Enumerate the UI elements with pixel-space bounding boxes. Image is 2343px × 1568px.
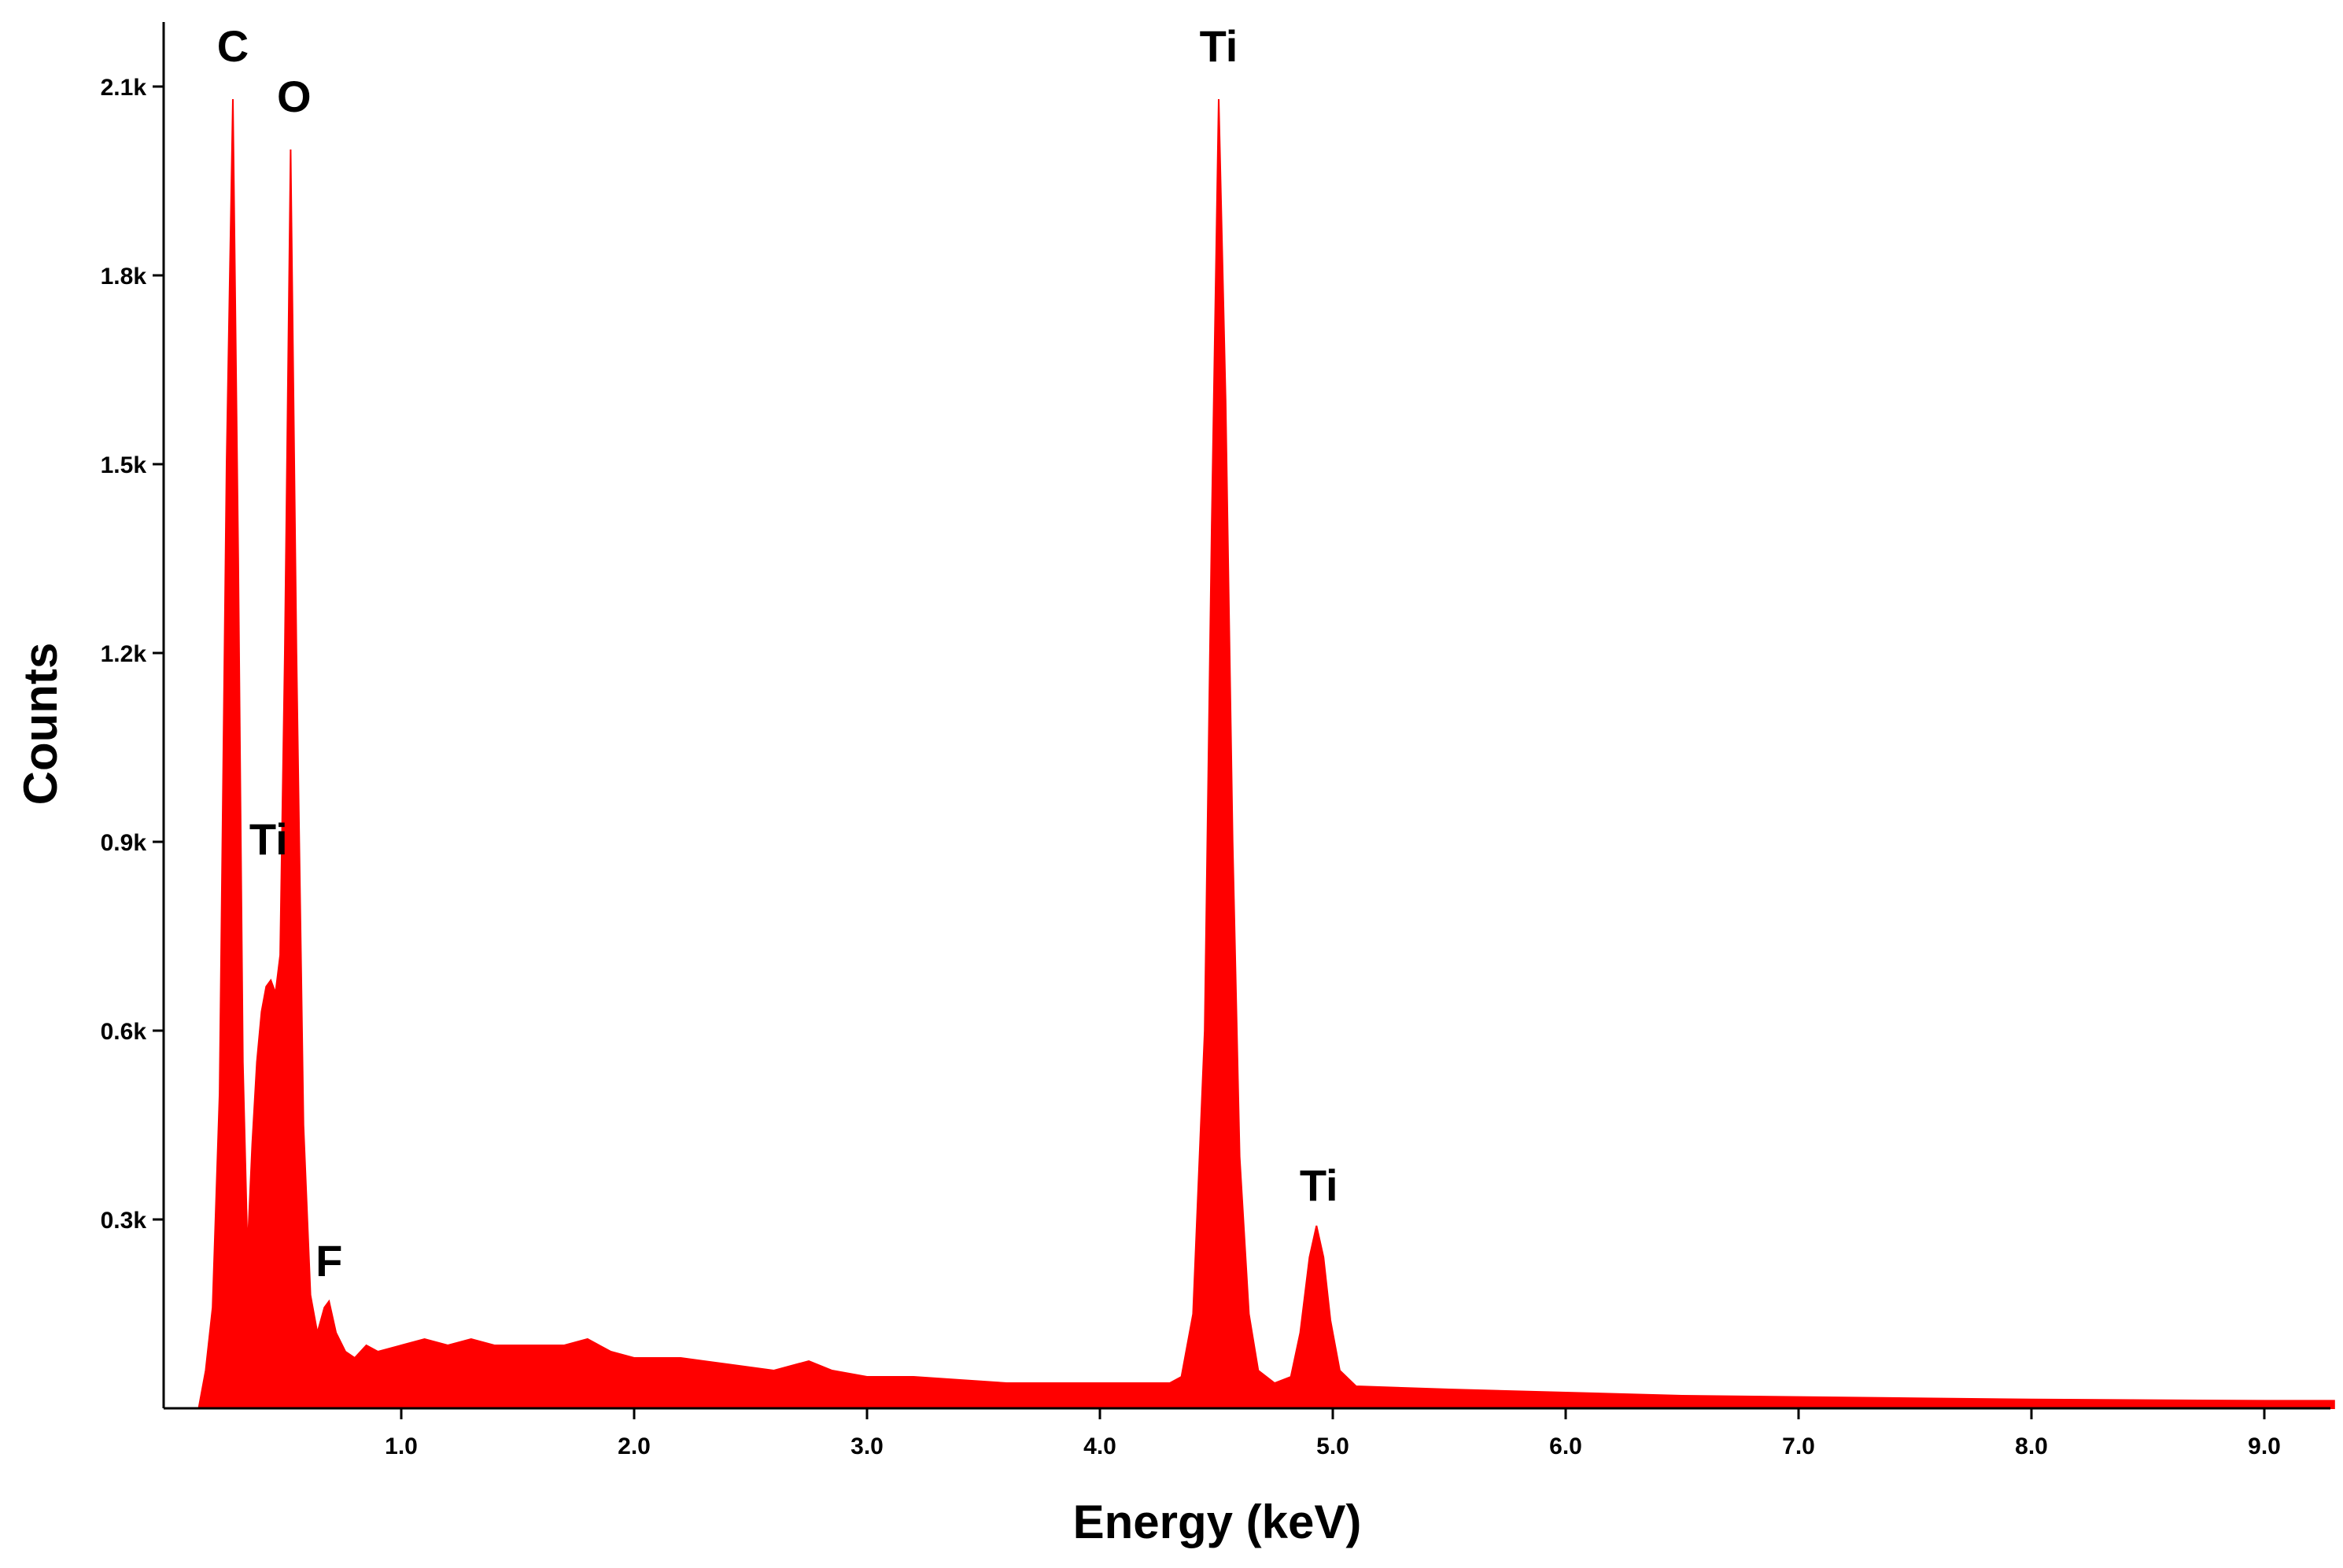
x-tick-label: 9.0 [2248, 1433, 2281, 1459]
y-tick-label: 1.2k [101, 641, 147, 667]
y-tick-label: 1.8k [101, 264, 147, 290]
spectrum-area-0 [197, 98, 2335, 1409]
x-tick-label: 5.0 [1316, 1433, 1349, 1459]
peak-label-ti: Ti [249, 814, 288, 864]
peak-label-c: C [217, 21, 249, 71]
y-tick-label: 0.9k [101, 830, 147, 856]
axes: 1.0 2.0 3.0 4.0 5.0 6.0 7.0 8.0 9.0 0.3k 0.6k 0.9k 1… [101, 22, 2330, 1459]
y-tick-label: 0.6k [101, 1019, 147, 1045]
peak-label-f: F [315, 1236, 342, 1286]
plot-area [197, 98, 2335, 1409]
peak-label-ti: Ti [1300, 1160, 1338, 1210]
x-tick-label: 3.0 [850, 1433, 884, 1459]
x-tick-label: 7.0 [1782, 1433, 1815, 1459]
peak-label-o: O [277, 72, 312, 121]
peak-labels: CO Ti F Ti Ti [217, 21, 1338, 1286]
x-axis-title: Energy (keV) [1073, 1496, 1362, 1548]
x-tick-label: 1.0 [385, 1433, 418, 1459]
y-tick-label: 0.3k [101, 1208, 147, 1234]
x-tick-label: 6.0 [1549, 1433, 1582, 1459]
y-tick-label: 2.1k [101, 75, 147, 101]
y-tick-label: 1.5k [101, 452, 147, 478]
peak-label-ti: Ti [1200, 21, 1238, 71]
y-axis-title: Counts [14, 643, 67, 806]
x-tick-label: 8.0 [2015, 1433, 2048, 1459]
x-tick-label: 4.0 [1083, 1433, 1116, 1459]
x-tick-label: 2.0 [618, 1433, 651, 1459]
